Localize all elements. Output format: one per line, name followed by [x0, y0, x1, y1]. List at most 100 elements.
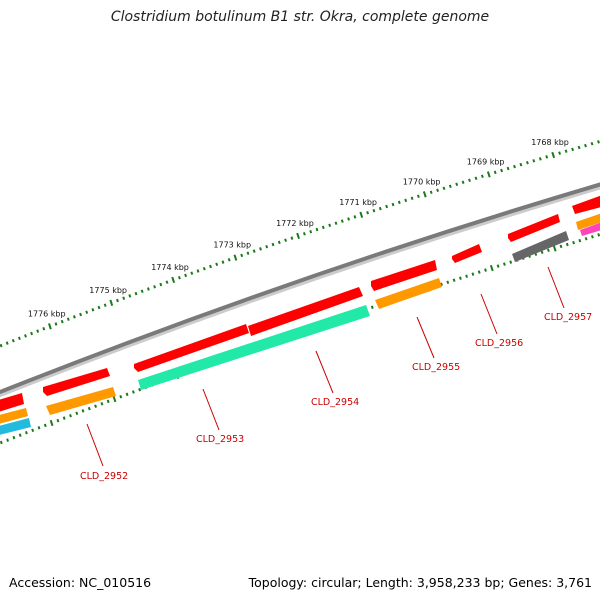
minor-tick: [493, 170, 497, 175]
gene-feature[interactable]: [572, 194, 600, 214]
genome-summary-text: Topology: circular; Length: 3,958,233 bp…: [248, 575, 592, 590]
minor-tick: [11, 338, 15, 343]
minor-tick: [66, 317, 70, 321]
minor-tick: [321, 225, 325, 230]
inner-minor-tick: [81, 409, 85, 413]
gene-feature[interactable]: [580, 221, 600, 236]
gene-feature[interactable]: [134, 324, 249, 372]
minor-tick: [340, 219, 344, 223]
gene-label-cld-2957[interactable]: CLD_2957: [544, 312, 592, 323]
minor-tick: [0, 343, 3, 348]
minor-tick: [116, 298, 119, 303]
map-title: Clostridium botulinum B1 str. Okra, comp…: [110, 9, 490, 25]
gene-feature[interactable]: [248, 287, 363, 336]
inner-minor-tick: [56, 418, 60, 423]
gene-feature[interactable]: [0, 393, 24, 413]
inner-minor-tick: [446, 280, 450, 285]
minor-tick: [577, 145, 581, 150]
minor-tick: [366, 210, 370, 215]
inner-minor-tick: [546, 248, 550, 253]
minor-tick: [334, 221, 338, 225]
gene-feature[interactable]: [375, 278, 442, 309]
minor-tick: [474, 176, 478, 181]
gene-labels: CLD_2952 CLD_2953 CLD_2954 CLD_2955 CLD_…: [80, 312, 592, 482]
minor-tick: [302, 232, 306, 236]
gene-track-reverse: [0, 212, 600, 436]
gene-feature[interactable]: [371, 260, 437, 291]
minor-tick: [410, 196, 414, 201]
gene-feature[interactable]: [512, 231, 569, 262]
minor-tick: [215, 262, 219, 267]
minor-tick: [545, 155, 549, 159]
minor-tick: [153, 285, 157, 289]
minor-tick: [60, 319, 64, 324]
minor-tick: [246, 251, 250, 255]
inner-minor-tick: [43, 423, 47, 428]
inner-minor-tick: [131, 390, 135, 394]
inner-minor-tick: [572, 240, 576, 245]
minor-tick: [584, 143, 587, 148]
kbp-label: 1772 kbp: [276, 219, 314, 228]
minor-tick: [315, 227, 319, 232]
inner-minor-tick: [37, 426, 41, 430]
minor-tick: [448, 184, 452, 189]
gene-feature[interactable]: [0, 418, 31, 436]
major-tick: [233, 254, 238, 261]
inner-minor-tick: [484, 268, 487, 272]
gene-label-cld-2952[interactable]: CLD_2952: [80, 471, 128, 482]
inner-minor-tick: [578, 238, 582, 243]
gene-feature[interactable]: [0, 408, 28, 425]
inner-minor-tick: [0, 440, 3, 445]
inner-minor-tick: [502, 262, 506, 266]
minor-tick: [54, 322, 58, 326]
gene-feature[interactable]: [138, 305, 370, 390]
minor-tick: [259, 247, 262, 251]
minor-tick: [372, 208, 376, 213]
kbp-label: 1775 kbp: [89, 286, 127, 295]
gene-feature[interactable]: [508, 214, 560, 242]
inner-minor-tick: [31, 428, 35, 433]
kbp-label: 1768 kbp: [531, 138, 569, 147]
minor-tick: [190, 271, 194, 275]
minor-tick: [590, 141, 594, 146]
gene-feature[interactable]: [43, 368, 110, 396]
inner-major-tick: [489, 264, 494, 272]
gene-feature[interactable]: [452, 244, 482, 263]
minor-tick: [252, 249, 256, 253]
gene-feature[interactable]: [576, 212, 600, 230]
minor-tick: [140, 289, 144, 294]
minor-tick: [564, 149, 568, 153]
minor-tick: [42, 326, 46, 331]
leader-line: [86, 423, 104, 467]
minor-tick: [159, 282, 163, 287]
inner-minor-tick: [75, 411, 79, 416]
minor-tick: [538, 157, 542, 161]
inner-major-tick: [49, 419, 54, 427]
gene-label-cld-2954[interactable]: CLD_2954: [311, 397, 359, 408]
minor-tick: [391, 202, 395, 207]
minor-tick: [404, 198, 408, 203]
minor-tick: [146, 287, 150, 291]
minor-tick: [429, 190, 433, 195]
minor-tick: [597, 140, 600, 144]
minor-tick: [525, 160, 529, 165]
minor-tick: [468, 178, 471, 183]
inner-minor-tick: [100, 402, 104, 406]
gene-feature[interactable]: [46, 387, 116, 415]
minor-tick: [442, 186, 446, 191]
minor-tick: [347, 217, 351, 221]
inner-minor-tick: [69, 413, 72, 418]
minor-tick: [558, 151, 562, 155]
kbp-label: 1774 kbp: [151, 263, 189, 272]
minor-tick: [221, 260, 225, 264]
minor-tick: [436, 188, 440, 193]
gene-label-cld-2955[interactable]: CLD_2955: [412, 362, 460, 373]
gene-label-cld-2953[interactable]: CLD_2953: [196, 434, 244, 445]
inner-minor-tick: [119, 394, 123, 399]
kbp-scale: 1768 kbp 1769 kbp 1770 kbp 1771 kbp 1772 kbp…: [0, 138, 600, 348]
gene-label-cld-2956[interactable]: CLD_2956: [475, 338, 523, 349]
major-tick: [48, 323, 52, 330]
minor-tick: [461, 180, 465, 185]
inner-minor-tick: [125, 392, 129, 397]
